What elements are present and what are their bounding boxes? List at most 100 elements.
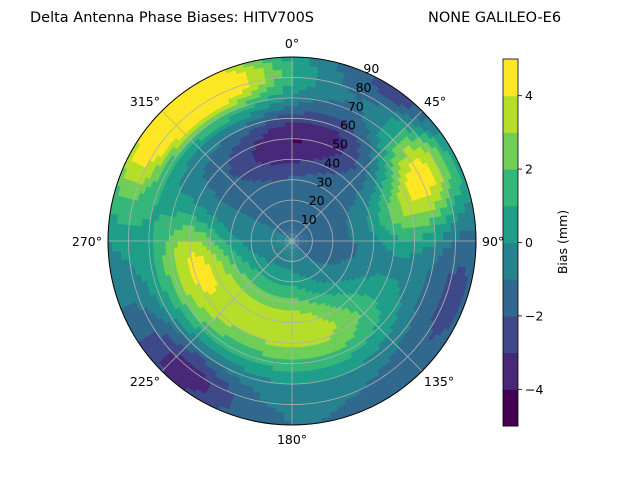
contour-cell: [295, 211, 299, 218]
contour-cell: [405, 227, 412, 236]
contour-cell: [340, 234, 346, 239]
contour-cell: [290, 68, 303, 74]
contour-cell: [290, 88, 302, 95]
contour-cell: [298, 232, 303, 236]
contour-cell: [345, 237, 351, 242]
contour-cell: [365, 240, 371, 246]
contour-cell: [294, 233, 299, 238]
contour-cell: [344, 234, 350, 239]
contour-cell: [315, 247, 321, 251]
contour-cell: [373, 231, 379, 238]
contour-cell: [291, 142, 298, 148]
contour-cell: [459, 230, 465, 243]
contour-cell: [300, 209, 305, 215]
contour-cell: [298, 212, 302, 218]
contour-cell: [401, 228, 408, 236]
contour-cell: [300, 204, 304, 210]
contour-cell: [459, 239, 465, 252]
contour-cell: [377, 235, 383, 242]
contour-cell: [294, 233, 298, 238]
contour-cell: [361, 232, 367, 238]
chart-subtitle: NONE GALILEO-E6: [428, 10, 561, 26]
contour-cell: [376, 226, 383, 233]
contour-cell: [434, 247, 440, 258]
contour-cell: [297, 208, 301, 214]
contour-cell: [426, 240, 432, 250]
contour-cell: [434, 232, 441, 243]
contour-cell: [299, 243, 305, 246]
contour-cell: [299, 243, 305, 246]
contour-cell: [291, 146, 298, 152]
contour-cell: [422, 246, 428, 257]
contour-cell: [314, 228, 320, 233]
contour-cell: [296, 224, 300, 230]
contour-cell: [292, 238, 297, 241]
contour-cell: [299, 236, 305, 239]
contour-cell: [299, 236, 305, 239]
contour-cell: [310, 229, 316, 233]
contour-cell: [298, 93, 309, 99]
contour-cell: [303, 235, 309, 238]
contour-cell: [357, 240, 363, 246]
contour-cell: [295, 236, 301, 240]
contour-cell: [340, 237, 346, 242]
contour-cell: [299, 237, 305, 240]
contour-cell: [291, 166, 297, 172]
contour-cell: [465, 191, 474, 205]
contour-cell: [455, 239, 461, 251]
contour-cell: [394, 234, 400, 242]
contour-cell: [303, 244, 309, 248]
contour-cell: [417, 226, 424, 236]
contour-cell: [381, 235, 387, 242]
contour-cell: [406, 240, 412, 249]
contour-cell: [297, 230, 301, 235]
contour-cell: [319, 246, 325, 250]
contour-cell: [315, 245, 321, 249]
contour-cell: [377, 230, 383, 238]
contour-cell: [295, 236, 301, 240]
contour-cell: [296, 229, 300, 235]
contour-cell: [340, 188, 348, 195]
contour-cell: [291, 121, 300, 127]
contour-cell: [357, 233, 363, 239]
contour-cell: [294, 228, 298, 234]
contour-cell: [302, 245, 308, 249]
contour-cell: [294, 228, 297, 234]
contour-cell: [295, 235, 300, 239]
contour-cell: [301, 230, 307, 235]
contour-cell: [405, 246, 412, 255]
contour-cell: [373, 240, 379, 247]
contour-cell: [303, 234, 309, 238]
contour-cell: [394, 240, 400, 248]
contour-cell: [318, 249, 324, 254]
contour-cell: [294, 215, 297, 221]
contour-cell: [365, 232, 371, 238]
contour-cell: [298, 245, 304, 249]
contour-cell: [291, 170, 297, 176]
contour-cell: [295, 235, 300, 239]
contour-cell: [422, 232, 428, 242]
contour-cell: [361, 236, 367, 242]
contour-cell: [290, 80, 302, 86]
contour-cell: [291, 101, 301, 107]
contour-cell: [303, 244, 309, 247]
contour-cell: [335, 182, 343, 190]
contour-cell: [311, 245, 317, 248]
contour-cell: [295, 237, 301, 240]
contour-cell: [298, 84, 310, 91]
contour-cell: [295, 237, 301, 240]
contour-cell: [414, 233, 420, 242]
contour-cell: [315, 233, 321, 237]
contour-cell: [311, 244, 318, 247]
contour-cell: [447, 231, 453, 243]
contour-cell: [300, 238, 306, 241]
contour-cell: [296, 239, 301, 241]
contour-cell: [296, 212, 300, 218]
contour-cell: [290, 64, 303, 70]
contour-cell: [295, 215, 298, 222]
contour-cell: [438, 247, 444, 258]
contour-cell: [295, 242, 301, 246]
contour-cell: [299, 234, 304, 238]
contour-cell: [301, 229, 306, 234]
contour-cell: [296, 207, 300, 214]
